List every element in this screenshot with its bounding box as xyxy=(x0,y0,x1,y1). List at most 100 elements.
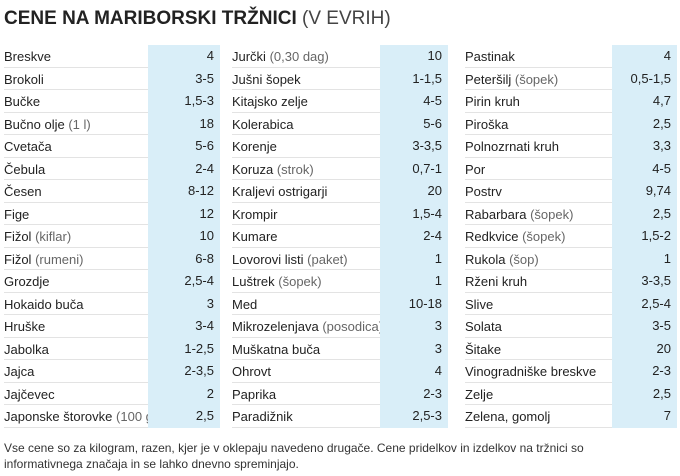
table-row: Kumare 2-4 xyxy=(232,225,448,248)
item-price: 5-6 xyxy=(148,135,220,158)
item-name: Luštrek (šopek) xyxy=(232,274,322,289)
item-name: Lovorovi listi (paket) xyxy=(232,252,348,267)
table-row: Por 4-5 xyxy=(465,157,677,180)
item-name: Breskve xyxy=(4,49,51,64)
table-row: Postrv 9,74 xyxy=(465,180,677,203)
item-price: 4 xyxy=(148,45,220,68)
item-note: (šopek) xyxy=(514,71,559,87)
item-price: 1-1,5 xyxy=(380,67,448,90)
item-note: (šop) xyxy=(509,251,539,267)
item-price: 4-5 xyxy=(612,157,677,180)
table-row: Luštrek (šopek) 1 xyxy=(232,270,448,293)
table-row: Korenje 3-3,5 xyxy=(232,135,448,158)
item-price: 0,5-1,5 xyxy=(612,67,677,90)
table-row: Ohrovt 4 xyxy=(232,360,448,383)
item-label: Postrv xyxy=(465,184,502,199)
table-row: Jajca 2-3,5 xyxy=(4,360,220,383)
table-row: Polnozrnati kruh 3,3 xyxy=(465,135,677,158)
item-label: Zelje xyxy=(465,386,494,402)
item-name: Čebula xyxy=(4,162,45,177)
item-name: Jurčki (0,30 dag) xyxy=(232,49,329,64)
item-price: 0,7-1 xyxy=(380,157,448,180)
item-name: Jajca xyxy=(4,364,34,379)
item-name: Rabarbara (šopek) xyxy=(465,207,573,222)
item-price: 10 xyxy=(148,225,220,248)
item-name: Ohrovt xyxy=(232,364,271,379)
item-name: Rženi kruh xyxy=(465,274,527,289)
table-row: Solata 3-5 xyxy=(465,315,677,338)
item-name: Kitajsko zelje xyxy=(232,94,308,109)
table-row: Peteršilj (šopek) 0,5-1,5 xyxy=(465,67,677,90)
item-name: Rukola (šop) xyxy=(465,252,539,267)
item-price: 3-3,5 xyxy=(612,270,677,293)
item-label: Bučno olje xyxy=(4,116,65,132)
item-label: Česen xyxy=(4,184,42,199)
item-label: Fige xyxy=(4,206,30,222)
item-label: Brokoli xyxy=(4,71,44,87)
item-label: Bučke xyxy=(4,94,41,109)
item-label: Rženi kruh xyxy=(465,274,528,289)
item-price: 8-12 xyxy=(148,180,220,203)
item-price: 2,5 xyxy=(612,382,677,405)
item-name: Paradižnik xyxy=(232,409,293,424)
item-label: Jabolka xyxy=(4,341,49,357)
item-label: Zelena, gomolj xyxy=(465,409,551,424)
item-price: 3 xyxy=(148,292,220,315)
item-price: 4-5 xyxy=(380,90,448,113)
table-row: Pirin kruh 4,7 xyxy=(465,90,677,113)
item-name: Peteršilj (šopek) xyxy=(465,72,558,87)
table-row: Hokaido buča 3 xyxy=(4,292,220,315)
table-row: Kolerabica 5-6 xyxy=(232,112,448,135)
item-price: 3-4 xyxy=(148,315,220,338)
table-row: Brokoli 3-5 xyxy=(4,67,220,90)
item-price: 9,74 xyxy=(612,180,677,203)
title: CENE NA MARIBORSKI TRŽNICI (V EVRIH) xyxy=(4,8,391,30)
item-name: Muškatna buča xyxy=(232,342,320,357)
item-price: 3-3,5 xyxy=(380,135,448,158)
item-label: Paradižnik xyxy=(232,409,293,424)
item-name: Jušni šopek xyxy=(232,72,301,87)
table-row: Krompir 1,5-4 xyxy=(232,202,448,225)
table-row: Jušni šopek 1-1,5 xyxy=(232,67,448,90)
table-row: Redkvice (šopek) 1,5-2 xyxy=(465,225,677,248)
table-row: Med 10-18 xyxy=(232,292,448,315)
table-row: Kraljevi ostrigarji 20 xyxy=(232,180,448,203)
item-name: Solata xyxy=(465,319,502,334)
table-row: Jurčki (0,30 dag) 10 xyxy=(232,45,448,68)
item-price: 2,5 xyxy=(612,112,677,135)
item-price: 2,5-4 xyxy=(612,292,677,315)
table-row: Japonske štorovke (100 g) 2,5 xyxy=(4,405,220,428)
item-label: Kolerabica xyxy=(232,116,294,132)
title-unit: (V EVRIH) xyxy=(302,8,391,29)
item-price: 2,5 xyxy=(612,202,677,225)
table-row: Mikrozelenjava (posodica) 3 xyxy=(232,315,448,338)
item-price: 1,5-3 xyxy=(148,90,220,113)
item-price: 18 xyxy=(148,112,220,135)
item-label: Lovorovi listi xyxy=(232,251,304,267)
item-price: 2,5 xyxy=(148,405,220,428)
table-row: Jajčevec 2 xyxy=(4,382,220,405)
table-row: Bučno olje (1 l) 18 xyxy=(4,112,220,135)
item-label: Šitake xyxy=(465,341,502,357)
item-label: Fižol xyxy=(4,229,32,244)
footnote: Vse cene so za kilogram, razen, kjer je … xyxy=(4,441,584,471)
item-name: Hokaido buča xyxy=(4,297,84,312)
item-note: (šopek) xyxy=(530,206,574,222)
item-label: Piroška xyxy=(465,116,509,132)
item-label: Mikrozelenjava xyxy=(232,319,319,334)
item-label: Pirin kruh xyxy=(465,94,520,109)
item-name: Med xyxy=(232,297,257,312)
item-label: Med xyxy=(232,296,258,312)
item-price: 5-6 xyxy=(380,112,448,135)
item-label: Jajca xyxy=(4,364,35,379)
item-price: 3 xyxy=(380,315,448,338)
table-row: Česen 8-12 xyxy=(4,180,220,203)
item-name: Grozdje xyxy=(4,274,50,289)
table-column: Breskve 4 Brokoli 3-5 Bučke 1,5-3 Bučno olje (… xyxy=(4,45,220,428)
table-row: Paradižnik 2,5-3 xyxy=(232,405,448,428)
item-price: 3,3 xyxy=(612,135,677,158)
item-price: 7 xyxy=(612,405,677,428)
item-note: (strok) xyxy=(276,161,314,177)
item-label: Krompir xyxy=(232,206,278,222)
